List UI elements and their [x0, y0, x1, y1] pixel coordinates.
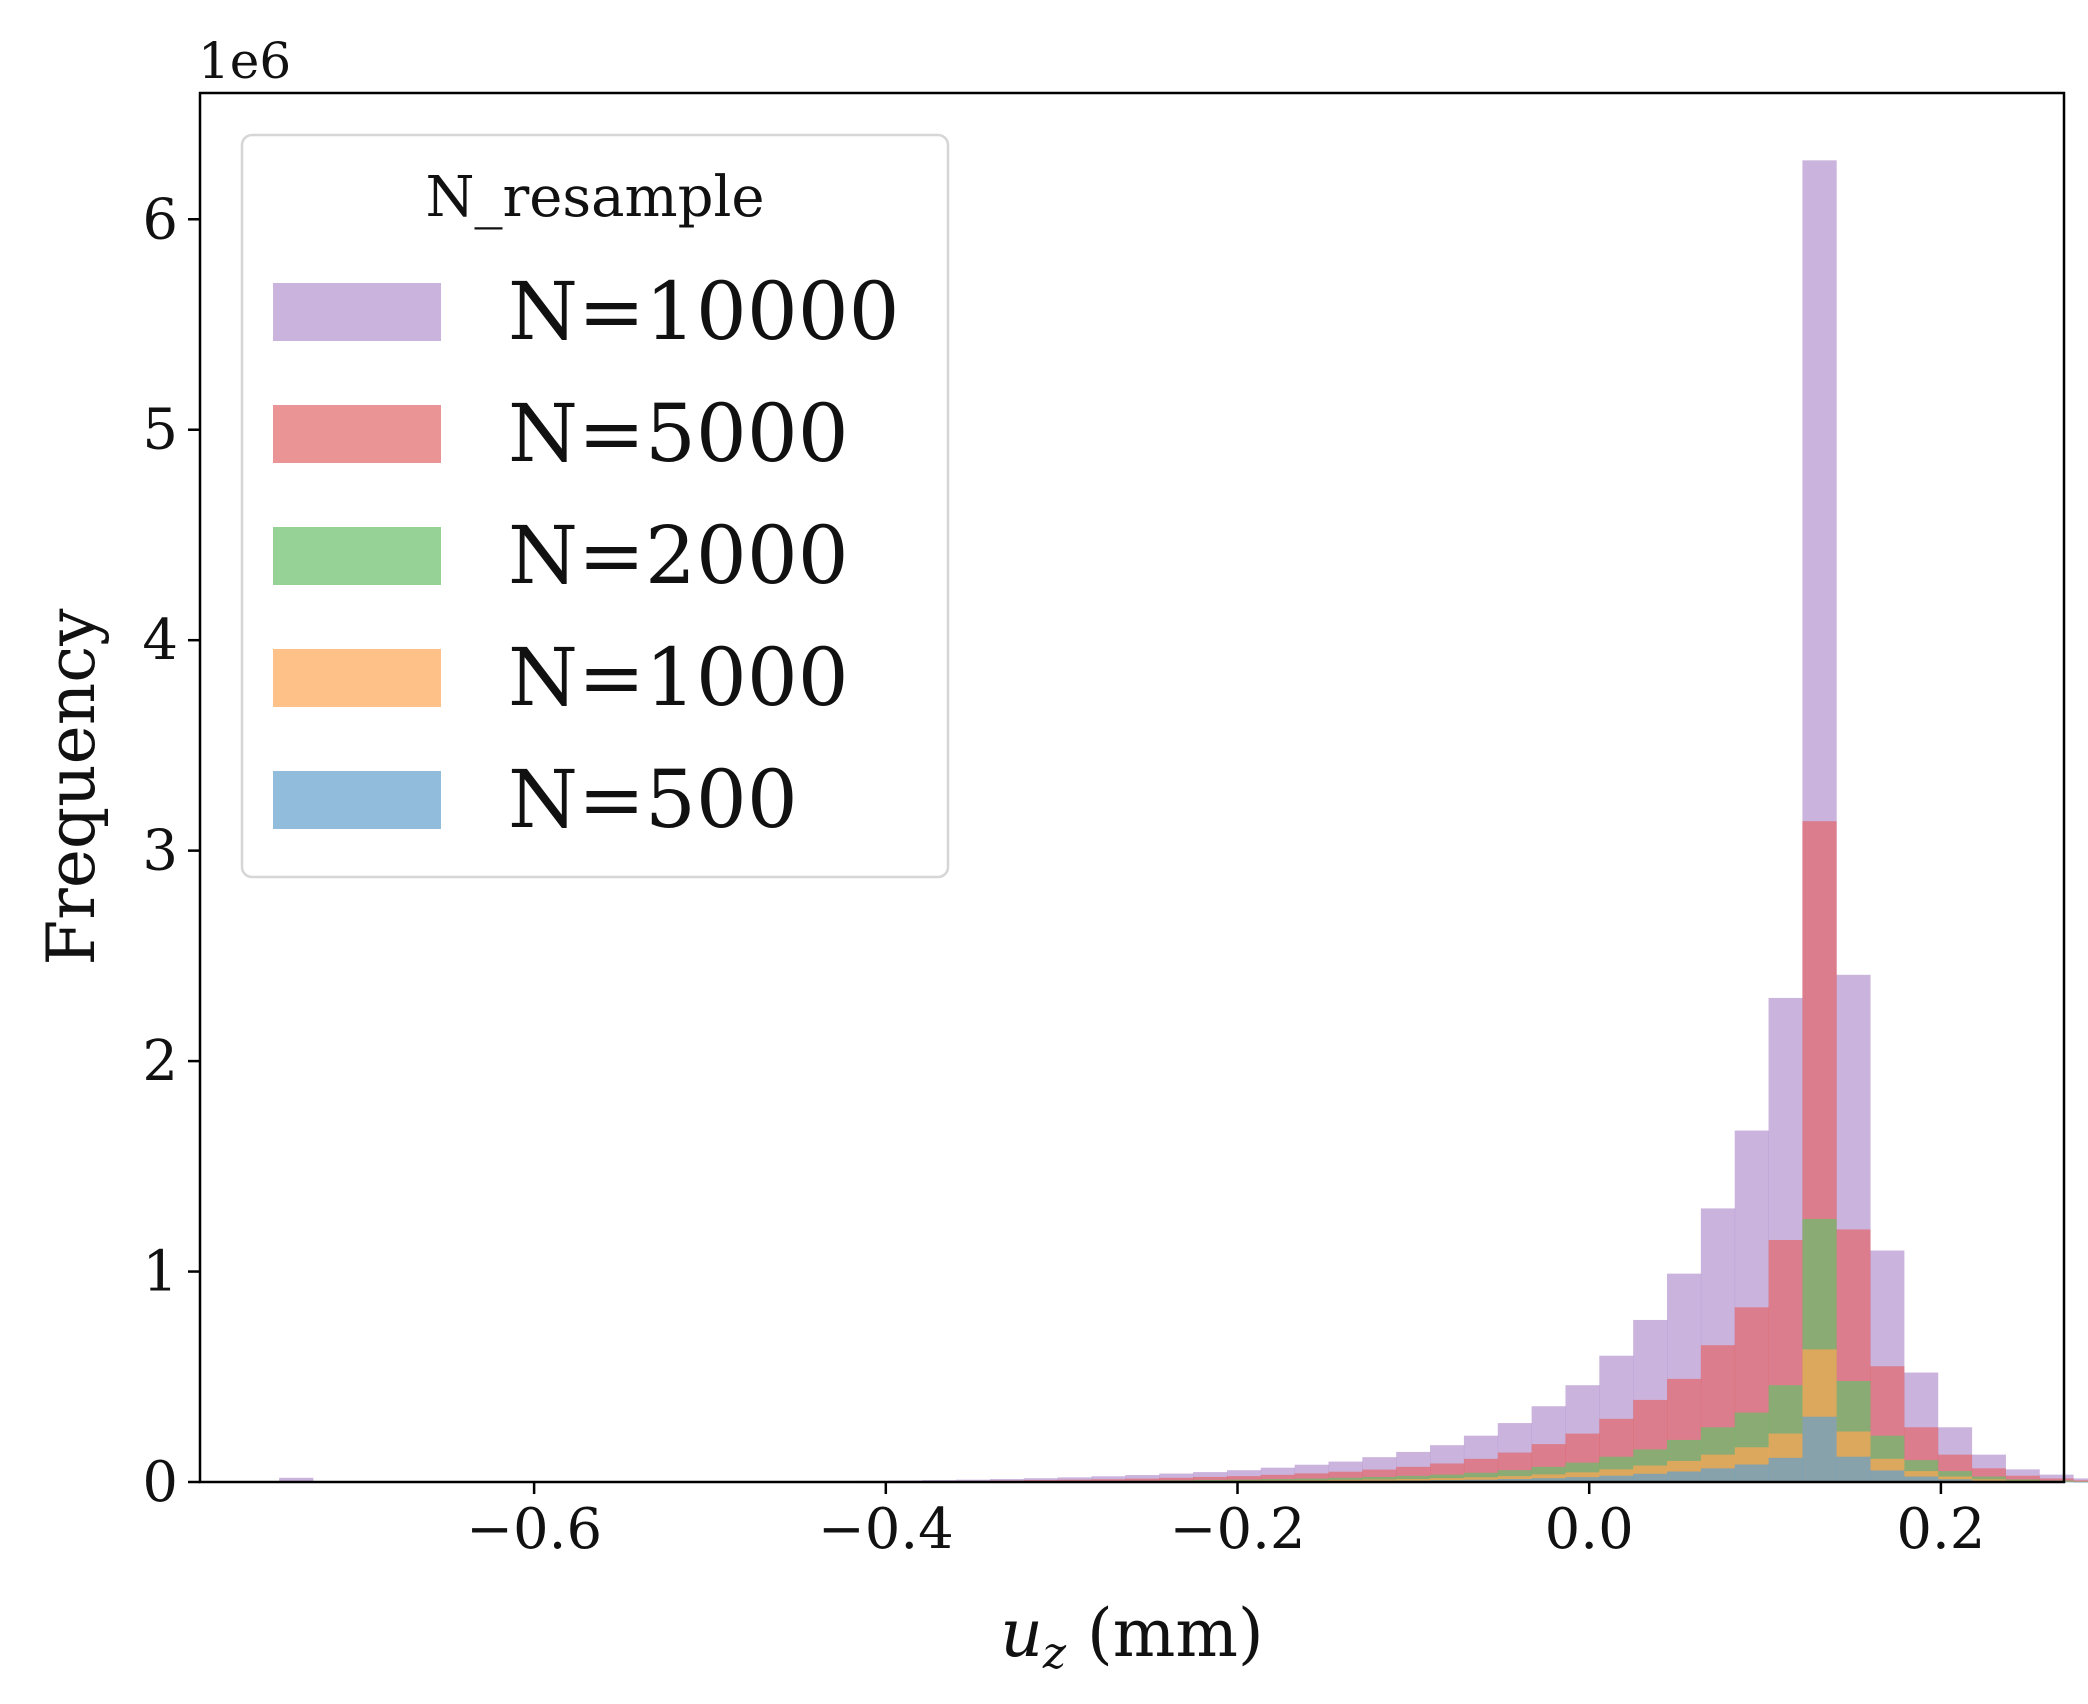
x-axis-subscript: z	[1042, 1628, 1067, 1679]
x-tick-label: 0.2	[1896, 1497, 1985, 1562]
legend-label: N=2000	[508, 509, 849, 602]
y-tick-label: 2	[142, 1029, 178, 1094]
bar-N=1000-33	[1396, 1479, 1431, 1482]
bar-N=10000-24	[1091, 1476, 1126, 1482]
x-tick-label: −0.4	[818, 1497, 954, 1562]
legend-title: N_resample	[425, 165, 764, 230]
legend-swatch	[273, 405, 441, 463]
bar-N=10000-21	[990, 1479, 1025, 1482]
x-axis-unit: (mm)	[1066, 1595, 1264, 1672]
bar-N=1000-32	[1362, 1479, 1397, 1482]
legend-swatch	[273, 649, 441, 707]
x-tick-label: 0.0	[1545, 1497, 1634, 1562]
legend: N_resample N=10000 N=5000 N=2000 N=1000 N=50…	[240, 133, 950, 879]
legend-entries: N=10000 N=5000 N=2000 N=1000 N=500	[273, 265, 900, 846]
y-axis-title: Frequency	[33, 608, 110, 966]
bar-N=500-45	[1802, 1416, 1837, 1482]
legend-entry: N=1000	[273, 631, 849, 724]
bar-N=5000-31	[1328, 1471, 1363, 1482]
legend-swatch	[273, 527, 441, 585]
y-tick-label: 5	[142, 398, 178, 463]
bar-N=5000-53	[2073, 1480, 2088, 1482]
bar-N=5000-27	[1193, 1476, 1228, 1482]
bar-N=5000-25	[1125, 1478, 1160, 1482]
bar-N=10000-53	[2073, 1478, 2088, 1482]
bar-N=10000-0	[279, 1477, 314, 1482]
bar-N=1000-34	[1430, 1478, 1465, 1482]
legend-swatch	[273, 771, 441, 829]
bar-N=500-39	[1599, 1475, 1634, 1482]
bar-N=2000-30	[1294, 1478, 1329, 1482]
bar-N=10000-52	[2039, 1474, 2074, 1482]
bar-N=500-49	[1937, 1479, 1973, 1482]
bar-N=10000-28	[1226, 1470, 1262, 1482]
legend-label: N=5000	[508, 387, 849, 480]
legend-swatch	[273, 283, 441, 341]
y-tick-label: 0	[142, 1450, 178, 1515]
bar-N=500-42	[1700, 1468, 1736, 1482]
bar-N=10000-25	[1125, 1475, 1160, 1482]
plot-frame	[198, 91, 2066, 1484]
bar-N=5000-30	[1294, 1473, 1329, 1482]
bars-layer	[279, 160, 2088, 1483]
bar-N=5000-52	[2039, 1478, 2074, 1482]
bar-N=2000-33	[1396, 1475, 1431, 1482]
x-tick-label: −0.6	[466, 1497, 602, 1562]
legend-entry: N=2000	[273, 509, 849, 602]
legend-label: N=1000	[508, 631, 849, 724]
ticks-layer: −0.6 −0.4 −0.2 0.0 0.2 0 1 2 3 4 5 6	[142, 187, 1985, 1562]
x-axis-title: uz (mm)	[1000, 1595, 1263, 1679]
y-tick-label: 1	[142, 1240, 178, 1305]
legend-entry: N=5000	[273, 387, 849, 480]
bar-N=500-46	[1836, 1456, 1871, 1482]
y-tick-label: 3	[142, 819, 178, 884]
y-tick-label: 6	[142, 187, 178, 252]
x-axis-variable: u	[1000, 1595, 1043, 1672]
bar-N=2000-36	[1497, 1470, 1533, 1482]
bar-N=500-53	[2073, 1481, 2088, 1483]
bar-N=500-37	[1531, 1478, 1566, 1482]
bar-N=5000-28	[1226, 1476, 1262, 1482]
legend-entry: N=10000	[273, 265, 900, 358]
y-tick-label: 4	[142, 608, 178, 673]
bar-N=1000-38	[1565, 1472, 1600, 1482]
bar-N=5000-51	[2005, 1475, 2040, 1482]
bar-N=500-38	[1565, 1477, 1600, 1482]
bar-N=500-43	[1734, 1464, 1769, 1482]
bar-N=10000-22	[1023, 1478, 1059, 1482]
bar-N=500-47	[1870, 1470, 1905, 1482]
x-tick-label: −0.2	[1170, 1497, 1306, 1562]
bar-N=500-41	[1667, 1471, 1702, 1482]
y-multiplier-label: 1e6	[198, 32, 291, 90]
bar-N=500-40	[1633, 1473, 1668, 1482]
bar-N=2000-31	[1328, 1477, 1363, 1482]
bar-N=5000-24	[1091, 1479, 1126, 1482]
bar-N=5000-29	[1260, 1474, 1296, 1482]
bar-N=1000-50	[1971, 1479, 2006, 1482]
legend-entry: N=500	[273, 753, 798, 846]
bar-N=500-44	[1768, 1457, 1803, 1482]
bar-N=5000-26	[1159, 1477, 1194, 1482]
bar-N=2000-51	[2005, 1479, 2040, 1482]
bar-N=500-48	[1903, 1476, 1939, 1482]
bar-N=500-36	[1497, 1479, 1533, 1482]
legend-label: N=10000	[508, 265, 900, 358]
legend-label: N=500	[508, 753, 798, 846]
bar-N=2000-29	[1260, 1479, 1296, 1482]
